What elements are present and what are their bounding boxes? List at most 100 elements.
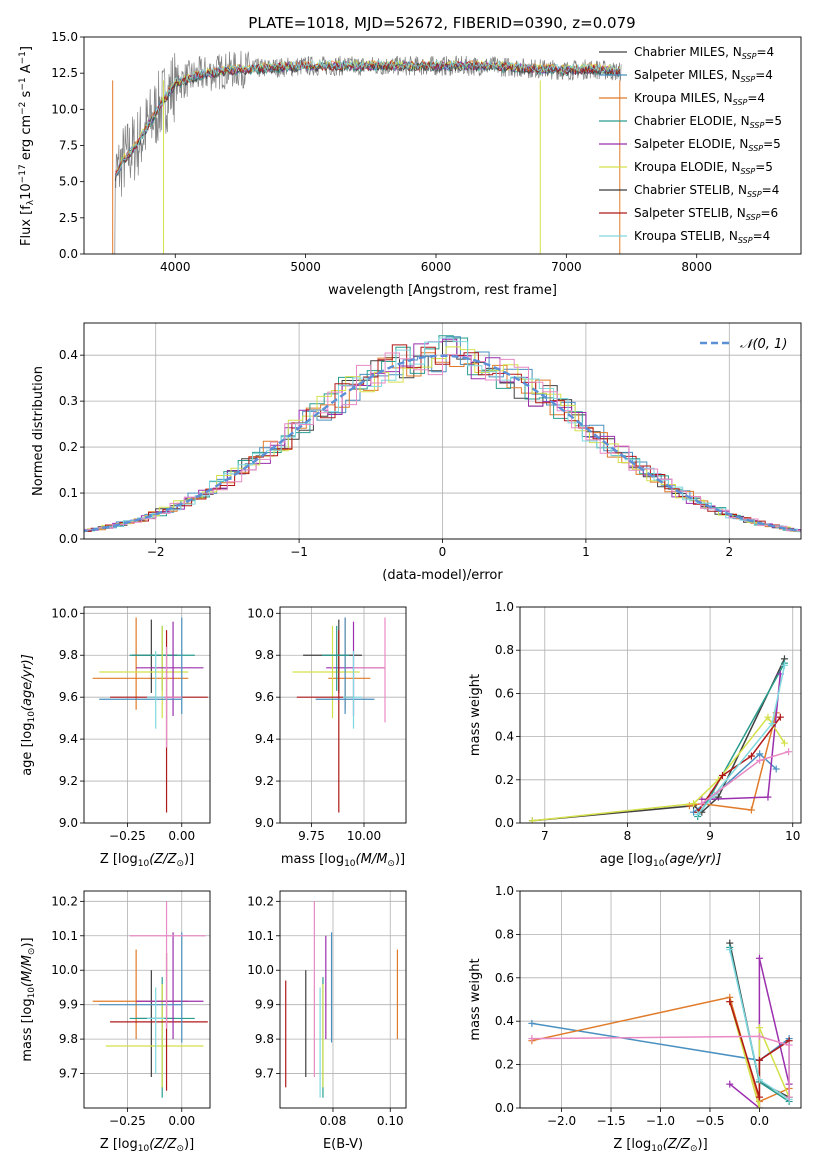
label-part: −1 — [18, 77, 28, 90]
y-axis-label: mass weight — [468, 674, 483, 756]
x-tick-label: 0.10 — [377, 1114, 404, 1128]
y-tick-label: 0.2 — [495, 1058, 514, 1072]
weight-plot-area — [528, 939, 793, 1108]
y-tick-label: 10.0 — [247, 606, 274, 620]
label-part: 10 — [344, 859, 356, 869]
y-tick-label: 9.0 — [59, 816, 78, 830]
x-axis-label: Z [log10(Z/Z⊙)] — [100, 852, 194, 869]
y-tick-label: 9.7 — [255, 1067, 274, 1081]
y-tick-label: 9.9 — [255, 998, 274, 1012]
label-part: )] — [698, 1137, 708, 1152]
x-tick-label: 0.08 — [320, 1114, 347, 1128]
y-tick-label: 9.8 — [59, 1032, 78, 1046]
label-part: Flux [f — [19, 205, 34, 246]
legend-name: Chabrier ELODIE, N — [634, 114, 750, 128]
label-part: 10 — [19, 183, 34, 200]
y-tick-label: 0.0 — [59, 532, 78, 546]
legend-label: Chabrier ELODIE, NSSP=5 — [634, 114, 782, 130]
y-tick-label: 9.4 — [255, 732, 274, 746]
weight-line — [531, 1035, 790, 1098]
histogram-plot-area — [84, 335, 801, 534]
legend-subscript: SSP — [746, 213, 761, 222]
weight-line — [689, 712, 777, 811]
x-tick-label: 10.00 — [347, 829, 381, 843]
x-tick-label: −0.25 — [109, 1114, 146, 1128]
weight-vs-metallicity-axes: −2.0 −1.5 −1.0 −0.5 0.0 0.0 0.2 0.4 0.6 0.8 1.0 Z [… — [468, 884, 802, 1154]
weight-line — [532, 658, 786, 822]
legend-count: =6 — [760, 206, 778, 220]
legend-subscript: SSP — [741, 167, 756, 176]
label-part: )] — [20, 937, 35, 947]
residual-histogram-axes: −2 −1 0 1 2 0.0 0.1 0.2 0.3 0.4 𝒩(0, 1) (data-model… — [31, 322, 802, 583]
x-tick-label: 9.75 — [298, 829, 325, 843]
label-part: −17 — [18, 164, 28, 183]
y-tick-label: 0.4 — [59, 348, 78, 362]
label-part: 10 — [138, 859, 150, 869]
residual-histogram — [84, 337, 801, 533]
x-tick-label: 8 — [624, 829, 632, 843]
x-tick-label: 2 — [725, 545, 733, 559]
y-axis-label: mass [log10(M/M⊙)] — [20, 937, 37, 1061]
y-tick-label: 10.1 — [247, 929, 274, 943]
label-part: ⊙ — [387, 859, 395, 869]
y-tick-label: 9.8 — [255, 1032, 274, 1046]
y-tick-label: 10.0 — [247, 963, 274, 977]
axes-frame — [279, 890, 407, 1109]
label-part: mass [log — [281, 852, 344, 867]
y-tick-label: 5.0 — [59, 175, 78, 189]
residual-histogram — [84, 344, 801, 532]
legend-name: Salpeter STELIB, N — [634, 206, 746, 220]
y-tick-label: 9.6 — [255, 690, 274, 704]
legend-count: =4 — [747, 91, 765, 105]
x-tick-label: 0.00 — [168, 829, 195, 843]
legend-name: Chabrier STELIB, N — [634, 183, 747, 197]
legend-count: =4 — [753, 229, 771, 243]
x-tick-label: 7 — [541, 829, 549, 843]
label-part: (M/M — [20, 955, 35, 987]
y-tick-label: 10.2 — [247, 894, 274, 908]
legend-label: Salpeter ELODIE, NSSP=5 — [634, 137, 781, 153]
y-tick-label: 10.0 — [51, 102, 78, 116]
y-tick-label: 0.4 — [495, 1014, 514, 1028]
label-part: Z [log — [613, 1137, 651, 1152]
legend-count: =4 — [762, 183, 780, 197]
axes-frame — [83, 36, 802, 255]
label-part: ⊙ — [690, 1144, 698, 1154]
y-tick-label: 12.5 — [51, 66, 78, 80]
y-tick-label: 2.5 — [59, 211, 78, 225]
legend-subscript: SSP — [750, 121, 765, 130]
y-tick-label: 1.0 — [495, 600, 514, 614]
legend-name: Salpeter ELODIE, N — [634, 137, 748, 151]
label-part: mass [log — [20, 998, 35, 1061]
label-part: (age/yr)] — [20, 654, 35, 711]
y-tick-label: 0.2 — [495, 773, 514, 787]
y-tick-label: 0.4 — [495, 730, 514, 744]
label-part: ] — [19, 46, 34, 51]
y-tick-label: 0.8 — [495, 643, 514, 657]
x-tick-label: −1.0 — [646, 1114, 675, 1128]
x-tick-label: −0.5 — [695, 1114, 724, 1128]
y-tick-label: 15.0 — [51, 30, 78, 44]
errorbar-plot-area — [292, 617, 386, 813]
x-tick-label: −2.0 — [547, 1114, 576, 1128]
legend-label: Salpeter MILES, NSSP=4 — [634, 68, 773, 84]
label-part: λ — [26, 199, 36, 205]
label-part: ⊙ — [176, 1144, 184, 1154]
x-axis-label: wavelength [Angstrom, rest frame] — [328, 283, 557, 298]
x-axis-label: Z [log10(Z/Z⊙)] — [100, 1137, 194, 1154]
legend-subscript: SSP — [738, 236, 753, 245]
figure-title: PLATE=1018, MJD=52672, FIBERID=0390, z=0… — [248, 14, 635, 32]
legend-name: Salpeter MILES, N — [634, 68, 741, 82]
legend-subscript: SSP — [742, 52, 757, 61]
x-axis-label: E(B-V) — [323, 1137, 363, 1152]
x-tick-label: −2 — [147, 545, 165, 559]
legend-name: Kroupa MILES, N — [634, 91, 733, 105]
y-tick-label: 0.0 — [59, 247, 78, 261]
legend-label: 𝒩(0, 1) — [740, 337, 787, 352]
legend-count: =5 — [763, 137, 781, 151]
x-tick-label: 6000 — [421, 260, 452, 274]
x-axis-label: age [log10(age/yr)] — [600, 852, 722, 869]
errorbar-plot-area — [92, 617, 208, 813]
label-part: 10 — [653, 859, 665, 869]
x-tick-label: −1.5 — [596, 1114, 625, 1128]
